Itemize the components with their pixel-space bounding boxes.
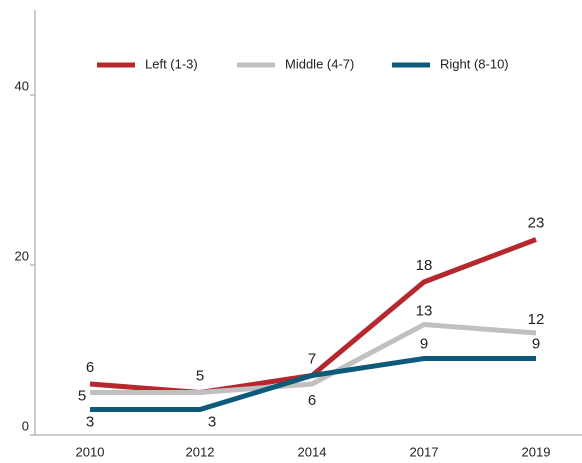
series-line xyxy=(89,237,537,396)
data-label: 5 xyxy=(196,367,204,384)
data-label: 7 xyxy=(308,350,316,367)
y-tick-label: 0 xyxy=(22,418,29,433)
x-tick-label: 2014 xyxy=(298,444,327,459)
legend-label: Middle (4-7) xyxy=(285,56,354,71)
x-tick-label: 2019 xyxy=(522,444,551,459)
data-label: 23 xyxy=(528,214,545,231)
data-label: 3 xyxy=(208,413,216,430)
data-label: 6 xyxy=(308,392,316,409)
data-label: 6 xyxy=(86,359,94,376)
y-tick-label: 20 xyxy=(15,248,29,263)
x-tick-label: 2012 xyxy=(186,444,215,459)
y-tick-label: 40 xyxy=(15,78,29,93)
series-line xyxy=(90,321,537,395)
data-label: 9 xyxy=(532,335,540,352)
legend-label: Right (8-10) xyxy=(440,56,509,71)
x-tick-label: 2010 xyxy=(76,444,105,459)
data-label: 12 xyxy=(528,311,545,328)
data-label: 13 xyxy=(416,302,433,319)
data-label: 18 xyxy=(416,257,433,274)
legend-label: Left (1-3) xyxy=(145,56,198,71)
data-label: 3 xyxy=(86,413,94,430)
series-line xyxy=(90,356,536,412)
data-label: 5 xyxy=(78,387,86,404)
data-label: 9 xyxy=(420,335,428,352)
x-tick-label: 2017 xyxy=(410,444,439,459)
